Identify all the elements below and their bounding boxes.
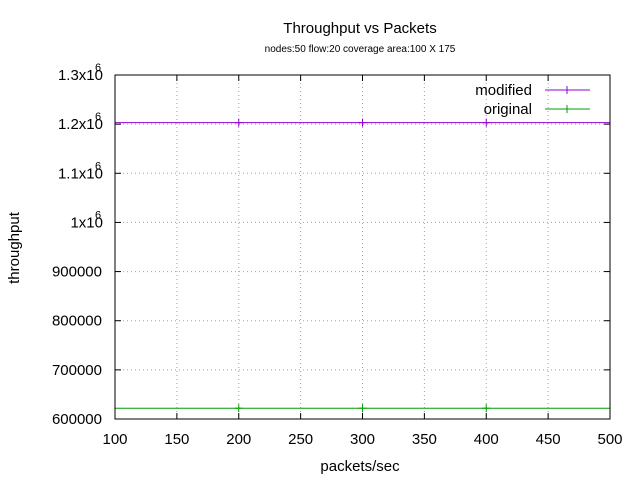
axis-ticks [114,74,611,420]
series-lines [115,118,610,413]
y-tick-label: 1.1x10 [58,165,103,182]
y-axis-label: throughput [6,211,23,284]
legend-label-modified: modified [475,82,532,99]
y-tick-label: 1.2x10 [58,116,103,133]
x-tick-label: 300 [350,431,375,448]
y-tick-label: 700000 [52,362,102,379]
y-tick-label: 600000 [52,411,102,428]
x-tick-label: 350 [412,431,437,448]
y-tick-label: 800000 [52,313,102,330]
legend-label-original: original [484,101,532,118]
x-tick-labels: 100 150 200 250 300 350 400 450 500 [102,431,622,448]
x-tick-label: 200 [226,431,251,448]
y-tick-exponent: 6 [95,209,101,221]
chart-title: Throughput vs Packets [283,20,436,37]
x-tick-label: 450 [536,431,561,448]
y-tick-labels: 6000007000008000009000001x1061.1x1061.2x… [52,62,103,428]
y-tick-label: 900000 [52,264,102,281]
grid-lines [115,75,610,419]
x-tick-label: 250 [288,431,313,448]
y-tick-label: 1x10 [70,214,103,231]
x-tick-label: 150 [164,431,189,448]
y-tick-exponent: 6 [95,160,101,172]
x-tick-label: 400 [474,431,499,448]
x-tick-label: 100 [102,431,127,448]
legend: modified original [475,82,590,118]
chart-subtitle: nodes:50 flow:20 coverage area:100 X 175 [265,44,456,55]
x-tick-label: 500 [597,431,622,448]
y-tick-exponent: 6 [95,111,101,123]
x-axis-label: packets/sec [320,458,400,475]
y-tick-label: 1.3x10 [58,67,103,84]
y-tick-exponent: 6 [95,62,101,74]
